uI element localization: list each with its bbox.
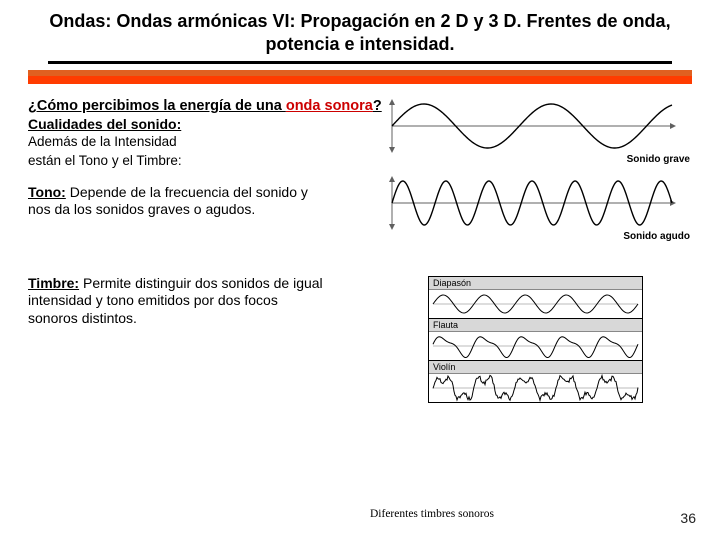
timbre-head-diapason: Diapasón (429, 277, 642, 290)
accent-stripes (28, 70, 692, 84)
question-text: ¿Cómo percibimos la energía de una (28, 98, 286, 114)
title-underline (48, 61, 672, 64)
timbre-panel: Diapasón Flauta Violín (428, 276, 643, 403)
figure-area: Sonido grave Sonido agudo Diapasón Flaut… (378, 98, 698, 403)
timbre-head-flauta: Flauta (429, 319, 642, 332)
figure-caption: Diferentes timbres sonoros (370, 508, 494, 520)
timbre-row-flauta: Flauta (429, 319, 642, 361)
wave-agudo (378, 175, 678, 235)
tono-paragraph: Tono: Depende de la frecuencia del sonid… (28, 184, 328, 219)
tono-label: Tono: (28, 184, 66, 200)
timbre-row-diapason: Diapasón (429, 277, 642, 319)
timbre-paragraph: Timbre: Permite distinguir dos sonidos d… (28, 275, 328, 328)
question-link: onda sonora (286, 98, 373, 114)
timbre-head-violin: Violín (429, 361, 642, 374)
page-title: Ondas: Ondas armónicas VI: Propagación e… (28, 10, 692, 61)
page-number: 36 (680, 510, 696, 526)
timbre-row-violin: Violín (429, 361, 642, 402)
timbre-label: Timbre: (28, 275, 79, 291)
tono-text: Depende de la frecuencia del sonido y no… (28, 184, 308, 218)
wave-grave (378, 98, 678, 158)
